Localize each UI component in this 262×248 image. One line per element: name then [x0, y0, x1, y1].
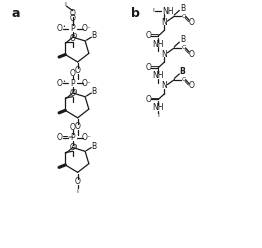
- Text: NH: NH: [152, 71, 164, 80]
- Text: O: O: [71, 33, 77, 39]
- Text: O: O: [188, 18, 194, 27]
- Text: a: a: [12, 7, 20, 20]
- Text: O: O: [56, 133, 62, 142]
- Text: P: P: [70, 133, 75, 142]
- Text: •: •: [62, 24, 65, 29]
- Text: NH: NH: [152, 103, 164, 112]
- Text: O: O: [145, 63, 151, 72]
- Text: O: O: [56, 24, 62, 33]
- Text: B: B: [180, 35, 185, 44]
- Text: C: C: [181, 14, 186, 19]
- Text: I: I: [77, 189, 79, 194]
- Text: B: B: [179, 67, 185, 76]
- Text: B: B: [91, 87, 96, 96]
- Text: O: O: [70, 14, 76, 23]
- Text: N: N: [162, 50, 167, 59]
- Text: O⁻: O⁻: [81, 79, 91, 88]
- Text: I: I: [152, 8, 154, 13]
- Text: O: O: [56, 79, 62, 88]
- Text: O: O: [70, 69, 76, 78]
- Text: P: P: [70, 79, 75, 88]
- Text: N: N: [162, 81, 167, 90]
- Text: C: C: [181, 45, 186, 50]
- Text: O: O: [145, 95, 151, 104]
- Text: I: I: [65, 2, 67, 7]
- Text: N: N: [162, 18, 167, 27]
- Text: B: B: [180, 4, 185, 13]
- Text: P: P: [70, 24, 75, 33]
- Text: O: O: [70, 123, 76, 132]
- Text: I: I: [157, 113, 159, 118]
- Text: O: O: [75, 122, 81, 131]
- Text: O: O: [145, 31, 151, 40]
- Text: O⁻: O⁻: [81, 133, 91, 142]
- Text: O: O: [70, 34, 76, 43]
- Text: O: O: [71, 89, 77, 95]
- Text: O: O: [75, 177, 81, 186]
- Text: B: B: [91, 31, 96, 40]
- Text: O⁻: O⁻: [81, 24, 91, 33]
- Text: NH: NH: [152, 40, 164, 49]
- Text: •: •: [62, 79, 65, 84]
- Text: b: b: [131, 7, 140, 20]
- Text: O: O: [70, 89, 76, 97]
- Text: O: O: [75, 66, 81, 75]
- Text: NH: NH: [162, 7, 173, 16]
- Text: =: =: [67, 135, 72, 140]
- Text: O: O: [70, 143, 76, 152]
- Text: C: C: [181, 77, 186, 82]
- Text: O: O: [71, 144, 77, 150]
- Text: B: B: [91, 142, 96, 151]
- Text: O: O: [70, 9, 76, 18]
- Text: O: O: [188, 81, 194, 90]
- Text: O: O: [188, 50, 194, 59]
